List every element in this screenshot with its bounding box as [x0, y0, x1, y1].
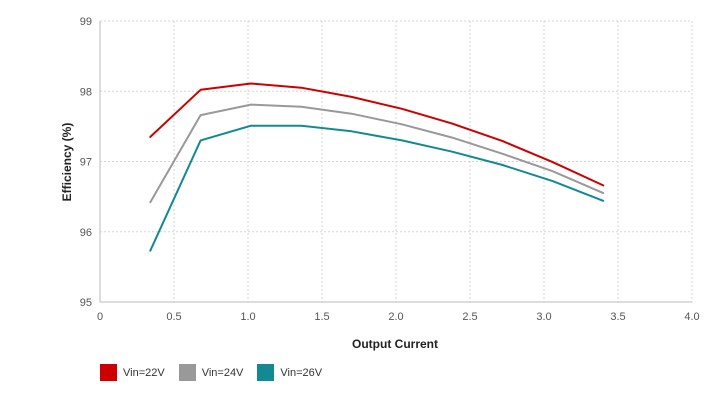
legend-item-vin22[interactable]: Vin=22V — [100, 364, 165, 381]
y-tick-label: 99 — [80, 16, 92, 28]
legend-swatch-vin26 — [257, 364, 275, 381]
x-tick-label: 4.0 — [684, 311, 699, 323]
legend-swatch-vin22 — [100, 364, 117, 381]
grid-layer — [100, 20, 693, 302]
x-tick-label: 3.5 — [610, 311, 625, 323]
series-line-vin24 — [149, 103, 605, 204]
x-tick-label: 1.5 — [314, 311, 329, 323]
legend-item-vin24[interactable]: Vin=24V — [178, 364, 244, 381]
x-axis-title: Output Current — [352, 337, 438, 351]
y-tick-label: 96 — [80, 227, 92, 239]
y-tick-label: 95 — [80, 297, 92, 309]
chart-legend: Vin=22V Vin=24V Vin=26V — [100, 364, 322, 381]
x-tick-label: 2.5 — [462, 311, 477, 323]
y-tick-label: 98 — [80, 86, 92, 98]
legend-label-vin22: Vin=22V — [123, 366, 165, 379]
y-tick-label: 97 — [80, 157, 92, 169]
series-line-vin26 — [149, 124, 605, 252]
legend-item-vin26[interactable]: Vin=26V — [257, 364, 322, 381]
x-tick-label: 1.0 — [240, 311, 255, 323]
y-axis-title: Efficiency (%) — [60, 123, 74, 202]
x-tick-label: 0 — [97, 311, 103, 323]
x-tick-label: 3.0 — [536, 311, 551, 323]
x-tick-label: 0.5 — [166, 311, 181, 323]
legend-swatch-vin24 — [178, 364, 196, 381]
series-line-vin22 — [149, 82, 605, 187]
legend-label-vin26: Vin=26V — [280, 366, 323, 379]
x-tick-label: 2.0 — [388, 311, 403, 323]
legend-label-vin24: Vin=24V — [201, 366, 244, 379]
axis-layer: 0 0.5 1.0 1.5 2.0 2.5 3.0 3.5 4.0 95 96 97 98 99 — [80, 16, 700, 323]
series-layer — [149, 82, 605, 252]
